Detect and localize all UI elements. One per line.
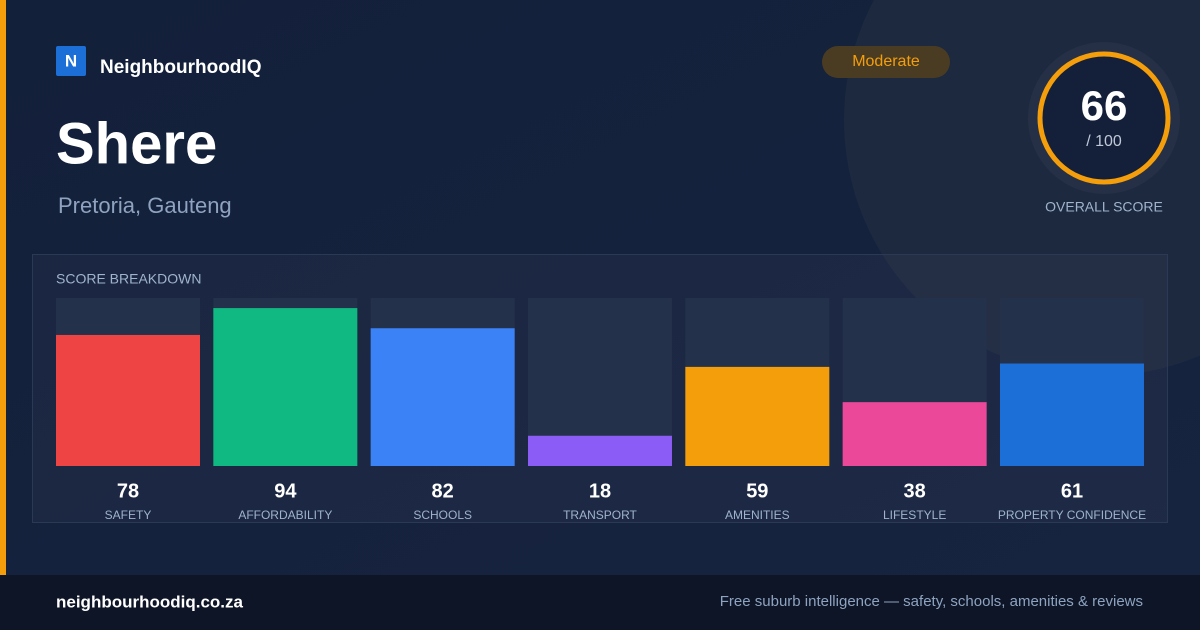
- overall-label: OVERALL SCORE: [1045, 199, 1163, 215]
- category-label: TRANSPORT: [563, 508, 637, 522]
- category-label: AMENITIES: [725, 508, 790, 522]
- accent-stripe: [0, 0, 6, 575]
- value-label: 18: [589, 480, 611, 502]
- value-label: 94: [274, 480, 297, 502]
- logo: [56, 46, 86, 76]
- badge: [822, 46, 950, 78]
- value-label: 59: [746, 480, 768, 502]
- bar: [842, 402, 987, 466]
- category-label: PROPERTY CONFIDENCE: [998, 508, 1146, 522]
- suburb-title: Shere: [56, 111, 217, 176]
- brand-name: NeighbourhoodIQ: [100, 57, 261, 78]
- score-ring: [1037, 51, 1171, 185]
- category-label: AFFORDABILITY: [238, 508, 332, 522]
- bar: [56, 334, 200, 466]
- value-label: 61: [1061, 480, 1083, 502]
- category-label: SCHOOLS: [413, 508, 472, 522]
- value-label: 82: [432, 480, 454, 502]
- bar: [527, 435, 672, 466]
- bar: [370, 328, 515, 466]
- bar-group: 78 SAFETY 94 AFFORDABILITY 82 SCHOOLS 18 TRANSP…: [56, 298, 1146, 522]
- footer: [0, 575, 1200, 630]
- footer-url: neighbourhoodiq.co.za: [56, 592, 244, 611]
- breakdown-title: SCORE BREAKDOWN: [56, 271, 201, 287]
- badge-text: Moderate: [852, 53, 920, 70]
- value-label: 78: [117, 480, 139, 502]
- category-label: SAFETY: [105, 508, 152, 522]
- bar: [685, 366, 830, 466]
- overall-score: 66: [1081, 82, 1128, 129]
- logo-letter: N: [65, 51, 77, 70]
- score-max: / 100: [1086, 133, 1122, 150]
- breakdown-panel: [32, 254, 1168, 523]
- bar: [999, 363, 1144, 466]
- location: Pretoria, Gauteng: [58, 193, 232, 218]
- bar: [213, 308, 358, 466]
- value-label: 38: [904, 480, 926, 502]
- category-label: LIFESTYLE: [883, 508, 946, 522]
- footer-tagline: Free suburb intelligence — safety, schoo…: [720, 593, 1143, 610]
